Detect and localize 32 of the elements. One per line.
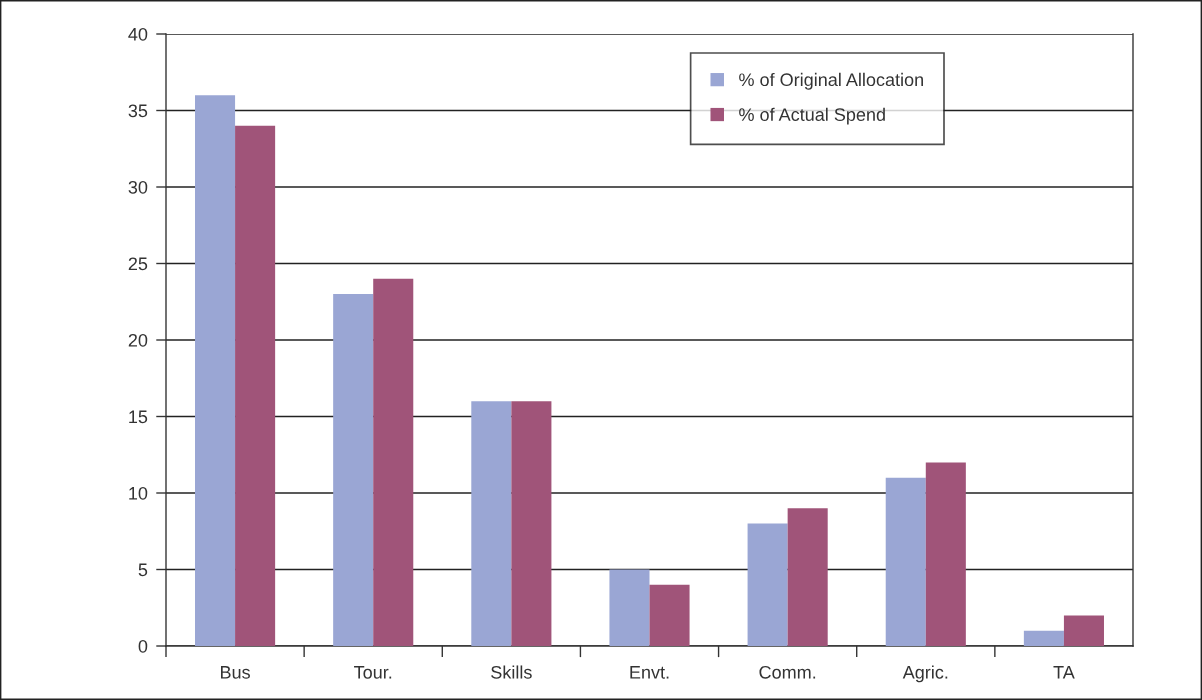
- y-tick-label: 30: [128, 180, 148, 194]
- bar: [747, 523, 788, 646]
- bar: [1023, 630, 1064, 646]
- x-tick-label: Envt.: [630, 666, 669, 679]
- bar: [787, 508, 828, 646]
- x-tick-label: Tour.: [354, 666, 392, 679]
- y-tick-label: 35: [128, 104, 148, 118]
- y-tick-label: 0: [138, 639, 148, 653]
- x-tick-label: TA: [1053, 666, 1075, 679]
- legend-label: % of Original Allocation: [739, 72, 923, 90]
- y-tick-label: 20: [128, 333, 148, 347]
- bar: [885, 477, 926, 646]
- y-tick-label: 25: [128, 257, 148, 271]
- x-tick-label: Skills: [491, 665, 532, 679]
- bar: [471, 401, 512, 646]
- bar: [925, 462, 966, 646]
- bar: [609, 569, 650, 646]
- bar: [235, 125, 276, 646]
- bar: [333, 294, 374, 646]
- y-tick-label: 15: [129, 410, 148, 424]
- x-tick-label: Comm.: [759, 665, 816, 679]
- bar: [511, 401, 552, 646]
- legend-label: % of Actual Spend: [739, 107, 885, 125]
- bar: [1063, 615, 1104, 646]
- bar: [195, 95, 236, 646]
- y-tick-label: 40: [128, 27, 148, 41]
- bar: [649, 584, 690, 646]
- y-tick-label: 10: [129, 486, 148, 500]
- x-tick-label: Bus: [221, 666, 250, 679]
- y-tick-label: 5: [138, 563, 148, 577]
- x-tick-label: Agric.: [902, 665, 948, 683]
- bar: [373, 278, 414, 646]
